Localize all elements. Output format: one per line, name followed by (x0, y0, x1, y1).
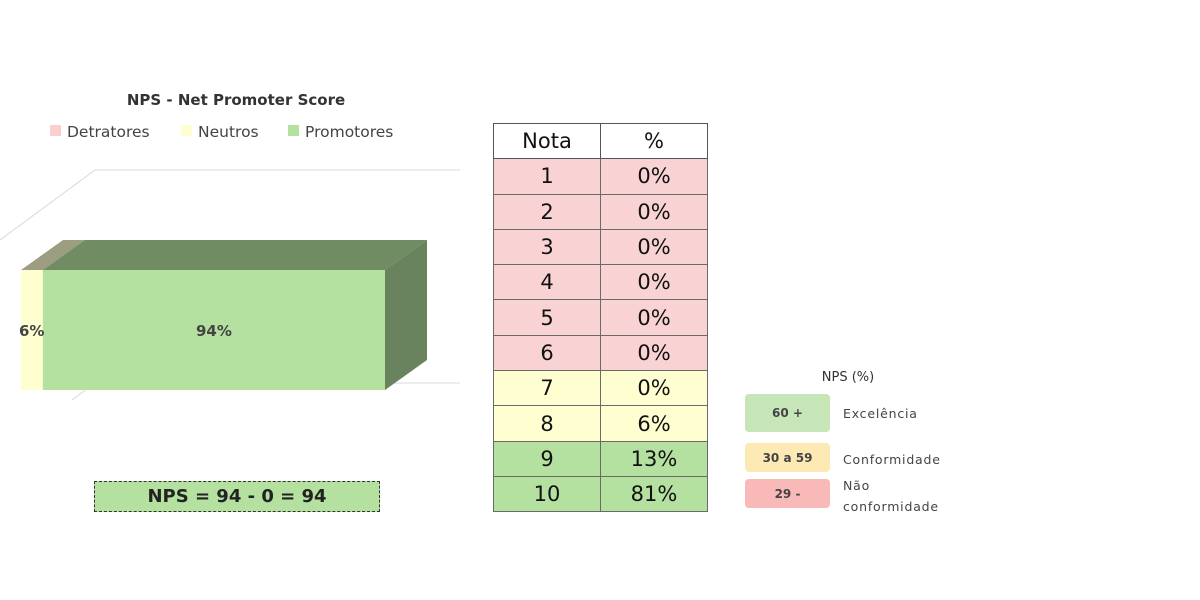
range-box-excellence: 60 + (745, 394, 830, 432)
score-table-body: 1 0% 2 0% 3 0% 4 0% 5 0% 6 0% 7 0% 8 6% 9 13% 10 81% (493, 158, 708, 513)
range-label-non-conformity: Não conformidade (843, 475, 939, 517)
range-box-conformity: 30 a 59 (745, 443, 830, 472)
score-row: 4 0% (493, 264, 708, 301)
data-label: 94% (196, 322, 232, 340)
score-cell-pct: 0% (600, 299, 708, 336)
score-cell-nota: 1 (493, 158, 601, 195)
bar-top-face (42, 240, 428, 270)
range-label-line: conformidade (843, 499, 939, 514)
score-cell-pct: 0% (600, 193, 708, 230)
score-row: 8 6% (493, 405, 708, 442)
score-cell-pct: 6% (600, 405, 708, 442)
legend-label: Detratores (67, 123, 150, 141)
score-cell-pct: 81% (600, 475, 708, 513)
nps-chart-svg: NPS - Net Promoter Score Detratores Neutro… (0, 91, 460, 400)
legend-swatch (50, 125, 61, 136)
score-cell-nota: 10 (493, 475, 601, 513)
score-row: 5 0% (493, 299, 708, 336)
score-cell-pct: 0% (600, 370, 708, 407)
score-row: 3 0% (493, 228, 708, 266)
score-table: Nota % 1 0% 2 0% 3 0% 4 0% 5 0% 6 0% 7 0% 8 6% 9 13% 10 81% (493, 122, 708, 513)
header-pct: % (600, 122, 708, 160)
legend-swatch (288, 125, 299, 136)
score-row: 6 0% (493, 334, 708, 372)
range-label-line: Não (843, 478, 871, 493)
legend-label: Neutros (198, 123, 259, 141)
legend-swatch (181, 125, 192, 136)
score-row: 9 13% (493, 440, 708, 477)
grid-line (71, 382, 96, 400)
bar-side-face (385, 240, 427, 390)
nps-range-legend: NPS (%) 60 + Excelência 30 a 59 Conformi… (740, 365, 980, 525)
bar-segment (42, 270, 386, 390)
score-cell-nota: 5 (493, 299, 601, 336)
bar-top-face (21, 240, 85, 270)
score-cell-pct: 0% (600, 158, 708, 195)
score-table-header-row: Nota % (493, 122, 708, 160)
score-cell-pct: 0% (600, 264, 708, 301)
bar-segment (21, 270, 43, 390)
score-cell-nota: 8 (493, 405, 601, 442)
score-row: 7 0% (493, 370, 708, 407)
legend-label: Promotores (305, 123, 393, 141)
score-cell-nota: 7 (493, 370, 601, 407)
header-nota: Nota (493, 122, 601, 160)
range-label-excellence: Excelência (843, 403, 918, 424)
score-cell-nota: 6 (493, 334, 601, 372)
score-row: 10 81% (493, 475, 708, 513)
range-label-line: Conformidade (843, 452, 941, 467)
range-label-conformity: Conformidade (843, 449, 941, 470)
nps-chart: NPS - Net Promoter Score Detratores Neutro… (0, 80, 470, 400)
chart-title: NPS - Net Promoter Score (127, 91, 345, 109)
range-box-non-conformity: 29 - (745, 479, 830, 508)
grid-line (0, 169, 96, 241)
score-cell-pct: 0% (600, 228, 708, 266)
score-cell-pct: 0% (600, 334, 708, 372)
nps-range-legend-title: NPS (%) (821, 370, 875, 385)
range-label-line: Excelência (843, 406, 918, 421)
score-cell-nota: 9 (493, 440, 601, 477)
score-cell-nota: 3 (493, 228, 601, 266)
nps-formula: NPS = 94 - 0 = 94 (94, 481, 380, 512)
score-row: 2 0% (493, 193, 708, 230)
score-cell-pct: 13% (600, 440, 708, 477)
score-cell-nota: 4 (493, 264, 601, 301)
score-cell-nota: 2 (493, 193, 601, 230)
data-label: 6% (19, 322, 44, 340)
score-row: 1 0% (493, 158, 708, 195)
